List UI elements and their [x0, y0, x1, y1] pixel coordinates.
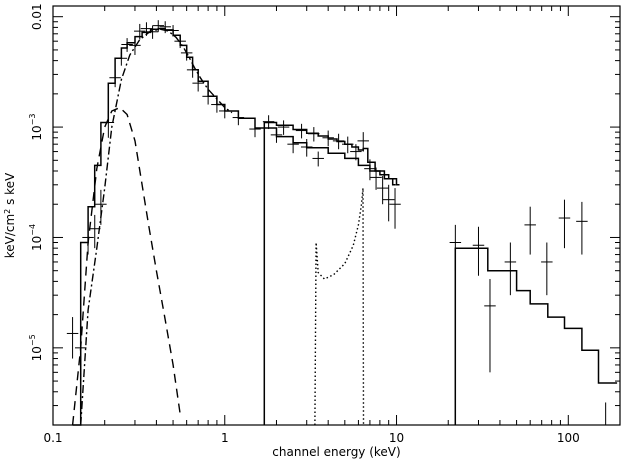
series-layer	[66, 20, 618, 426]
model-step-line-2	[454, 247, 618, 425]
component-dashed-line	[71, 106, 181, 426]
series-2-step-model	[454, 247, 618, 425]
y-axis-label: keV/cm2 s keV	[3, 172, 18, 258]
series-6-data	[66, 20, 612, 426]
y-axis-label-sup: 2	[3, 209, 12, 214]
y-tick-label: 10−5	[28, 334, 44, 361]
plot-frame	[52, 5, 621, 426]
y-axis-label-rest: s keV	[3, 172, 17, 209]
y-axis-label-base: keV/cm	[3, 214, 17, 258]
y-tick-label-base: 10	[30, 125, 44, 140]
y-tick-label-exp: −4	[28, 224, 37, 236]
component-dashdot-line	[80, 28, 233, 426]
y-tick-label: 0.01	[30, 3, 44, 30]
series-4-component	[71, 106, 181, 426]
x-tick-label: 1	[221, 431, 229, 445]
x-tick-label: 10	[389, 431, 404, 445]
y-tick-label-exp: −3	[28, 114, 37, 126]
y-tick-label: 10−3	[28, 114, 44, 141]
x-tick-label: 100	[557, 431, 580, 445]
series-3-component	[80, 28, 233, 426]
y-tick-label-exp: −5	[28, 334, 37, 346]
x-axis-label: channel energy (keV)	[272, 445, 400, 459]
y-tick-label-base: 10	[30, 236, 44, 251]
y-tick-label-text: 0.01	[30, 3, 44, 30]
y-tick-label: 10−4	[28, 224, 44, 251]
x-tick-label: 0.1	[43, 431, 62, 445]
y-tick-label-base: 10	[30, 346, 44, 361]
